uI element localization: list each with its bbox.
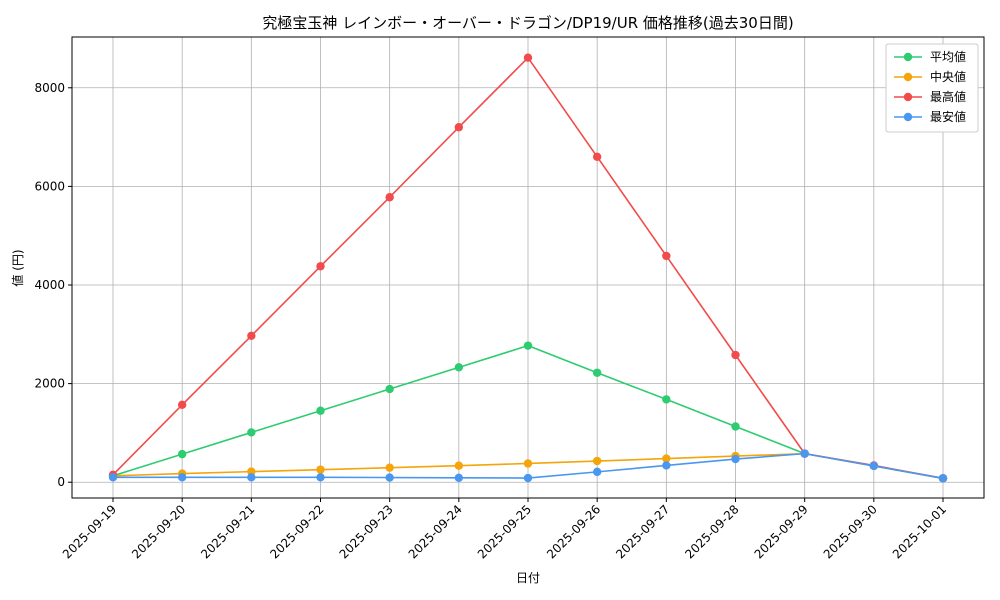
- grid: [72, 37, 984, 498]
- data-point: [800, 449, 809, 458]
- x-tick-label: 2025-09-22: [267, 502, 326, 561]
- x-tick-label: 2025-10-01: [890, 502, 949, 561]
- x-tick-label: 2025-09-24: [406, 502, 465, 561]
- data-point: [454, 473, 464, 482]
- data-point: [938, 474, 948, 483]
- x-tick-label: 2025-09-19: [60, 502, 119, 561]
- y-tick-label: 8000: [34, 81, 65, 95]
- y-tick-label: 6000: [34, 179, 65, 193]
- data-point: [385, 473, 394, 482]
- data-point: [247, 331, 256, 340]
- data-point: [731, 454, 740, 464]
- x-tick-label: 2025-09-21: [198, 502, 257, 561]
- data-point: [523, 459, 533, 468]
- y-tick-label: 2000: [34, 377, 65, 391]
- data-point: [731, 422, 740, 431]
- x-axis-label: 日付: [516, 571, 540, 585]
- data-point: [592, 368, 602, 377]
- data-point: [592, 152, 602, 162]
- data-point: [662, 251, 671, 261]
- chart-title: 究極宝玉神 レインボー・オーバー・ドラゴン/DP19/UR 価格推移(過去30日…: [262, 14, 793, 32]
- x-tick-label: 2025-09-27: [613, 502, 672, 561]
- legend-label: 最安値: [930, 109, 966, 124]
- x-tick-label: 2025-09-26: [544, 502, 603, 561]
- legend-label: 最高値: [930, 89, 966, 104]
- data-point: [316, 465, 325, 474]
- legend-marker: [903, 72, 913, 82]
- data-point: [869, 461, 879, 471]
- legend-box: [885, 43, 979, 133]
- data-point: [454, 461, 464, 470]
- data-point: [247, 428, 256, 437]
- data-point: [316, 473, 325, 482]
- data-point: [731, 350, 740, 360]
- x-tick-label: 2025-09-28: [682, 502, 741, 561]
- y-axis-label: 値 (円): [10, 249, 25, 286]
- axis-ticks: 2025-09-19 2025-09-20 2025-09-21 2025-09-22…: [34, 81, 949, 562]
- legend-label: 平均値: [930, 49, 966, 64]
- x-tick-label: 2025-09-20: [129, 502, 188, 561]
- data-point: [385, 463, 394, 472]
- data-point: [662, 454, 671, 463]
- legend-marker: [903, 112, 913, 122]
- data-point: [662, 461, 671, 470]
- data-point: [108, 473, 118, 482]
- data-point: [454, 363, 464, 372]
- data-point: [662, 395, 671, 404]
- data-point: [385, 193, 394, 202]
- legend-marker: [903, 92, 913, 102]
- data-point: [523, 53, 533, 62]
- data-point: [316, 262, 325, 271]
- legend-label: 中央値: [930, 69, 966, 84]
- x-tick-label: 2025-09-23: [337, 502, 396, 561]
- data-point: [454, 123, 464, 132]
- y-tick-label: 0: [57, 475, 65, 489]
- x-tick-label: 2025-09-30: [821, 502, 880, 561]
- data-point: [316, 406, 325, 415]
- data-point: [523, 473, 533, 483]
- data-point: [177, 400, 187, 410]
- data-point: [177, 473, 187, 482]
- x-tick-label: 2025-09-25: [475, 502, 534, 561]
- data-point: [592, 456, 602, 466]
- x-tick-label: 2025-09-29: [752, 502, 811, 561]
- data-point: [592, 467, 602, 477]
- series-group: [108, 53, 948, 483]
- data-point: [177, 449, 187, 459]
- data-point: [385, 384, 394, 394]
- data-point: [247, 473, 256, 482]
- y-tick-label: 4000: [34, 278, 65, 292]
- legend-marker: [903, 52, 913, 62]
- data-point: [523, 341, 533, 350]
